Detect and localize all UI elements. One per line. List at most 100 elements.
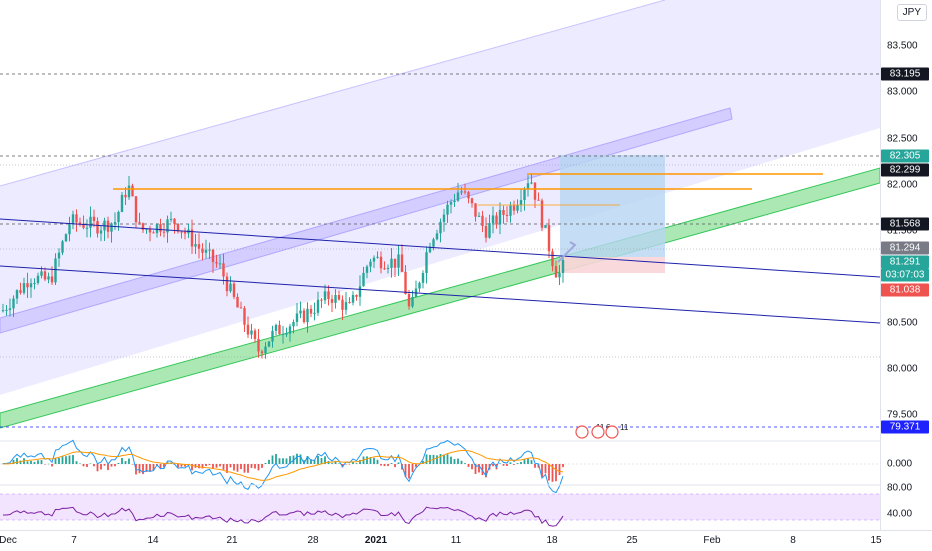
candle-body (544, 225, 547, 228)
price-tick-label: 83.500 (887, 40, 918, 52)
macd-histogram-bar (145, 464, 148, 472)
macd-histogram-bar (471, 464, 473, 470)
candle-body (236, 296, 239, 308)
candle-body (99, 230, 103, 234)
chart-plot-area[interactable]: 11611 (0, 0, 880, 530)
candle-body (561, 260, 565, 273)
macd-histogram-bar (408, 464, 410, 479)
macd-histogram-bar (544, 464, 547, 474)
candle-body (89, 216, 92, 228)
macd-histogram-bar (26, 461, 29, 464)
price-tick-label: 81.500 (887, 225, 918, 237)
candle-body (365, 266, 369, 273)
candle-body (323, 291, 327, 301)
macd-histogram-bar (261, 464, 263, 468)
time-tick-label: 18 (546, 535, 558, 546)
macd-histogram-bar (86, 464, 88, 467)
candle-body (124, 194, 127, 198)
macd-histogram-bar (523, 459, 526, 464)
candle-body (134, 196, 138, 223)
price-tick-label: 80.000 (887, 363, 918, 375)
candle-body (50, 276, 54, 283)
time-tick-label: 11 (450, 535, 462, 546)
currency-button[interactable]: JPY (896, 4, 927, 21)
macd-histogram-bar (93, 464, 95, 467)
macd-histogram-bar (345, 464, 347, 465)
event-marker-icon (605, 425, 619, 439)
time-tick-label: 14 (147, 535, 159, 546)
candle-body (229, 283, 232, 292)
candle-body (386, 267, 390, 269)
candle-body (533, 182, 537, 200)
macd-histogram-bar (229, 464, 232, 468)
candle-body (498, 210, 502, 225)
time-tick-label: 2021 (364, 535, 388, 546)
macd-histogram-bar (75, 461, 78, 464)
macd-histogram-bar (404, 464, 407, 477)
candle-body (197, 244, 201, 249)
candle-body (547, 225, 551, 252)
candle-body (390, 258, 393, 268)
candle-body (446, 204, 449, 215)
macd-pane (0, 439, 880, 494)
macd-histogram-bar (464, 463, 466, 464)
candle-body (467, 192, 470, 199)
macd-histogram-bar (390, 463, 393, 464)
macd-histogram-bar (324, 456, 326, 464)
candle-body (127, 185, 131, 198)
macd-histogram-bar (12, 459, 15, 464)
macd-histogram-bar (467, 464, 470, 467)
price-axis[interactable]: JPY 83.500 83.000 82.500 82.000 81.500 80.500… (880, 0, 932, 530)
macd-histogram-bar (198, 464, 200, 469)
candle-body (397, 254, 400, 268)
candle-body (131, 185, 134, 197)
candle-body (68, 224, 71, 235)
candle-body (474, 203, 477, 217)
macd-histogram-bar (485, 464, 487, 478)
drawings-foreground: 11611 (0, 173, 880, 439)
candle-body (512, 205, 516, 211)
macd-histogram-bar (366, 456, 368, 464)
candle-body (260, 351, 264, 354)
candle-body (82, 223, 85, 228)
macd-histogram-bar (548, 464, 550, 481)
macd-histogram-bar (562, 464, 564, 468)
candle-body (554, 266, 558, 278)
candle-body (509, 205, 512, 216)
price-tag-label: 81.038 (881, 283, 929, 297)
macd-histogram-bar (460, 460, 463, 464)
candle-body (484, 226, 488, 238)
macd-histogram-bar (247, 464, 249, 473)
macd-histogram-bar (275, 453, 277, 464)
candle-body (537, 199, 540, 201)
macd-histogram-bar (201, 464, 204, 469)
candle-body (36, 275, 40, 283)
candle-body (215, 262, 218, 264)
candle-body (488, 223, 491, 238)
candle-body (495, 215, 498, 225)
macd-histogram-bar (89, 463, 92, 465)
candle-body (516, 205, 519, 211)
time-axis[interactable]: Dec 7 14 21 28 2021 11 18 25 Feb 8 15 (0, 530, 932, 551)
macd-histogram-bar (299, 454, 302, 464)
candle-body (435, 233, 439, 240)
price-tag-label: 83.195 (881, 67, 929, 81)
macd-histogram-bar (380, 464, 382, 466)
candle-body (351, 294, 355, 303)
candle-body (204, 249, 208, 253)
candle-body (383, 268, 386, 270)
candle-body (47, 276, 50, 280)
candle-body (313, 312, 316, 314)
macd-histogram-bar (516, 463, 519, 464)
candle-body (358, 286, 362, 297)
candle-body (232, 283, 236, 297)
candle-body (169, 218, 173, 220)
candle-body (148, 229, 152, 233)
macd-histogram-bar (215, 464, 218, 468)
macd-histogram-bar (121, 457, 123, 464)
macd-histogram-bar (72, 455, 74, 464)
candle-body (470, 198, 474, 204)
candle-body (341, 299, 344, 310)
macd-histogram-bar (103, 464, 106, 466)
candle-body (453, 200, 456, 203)
